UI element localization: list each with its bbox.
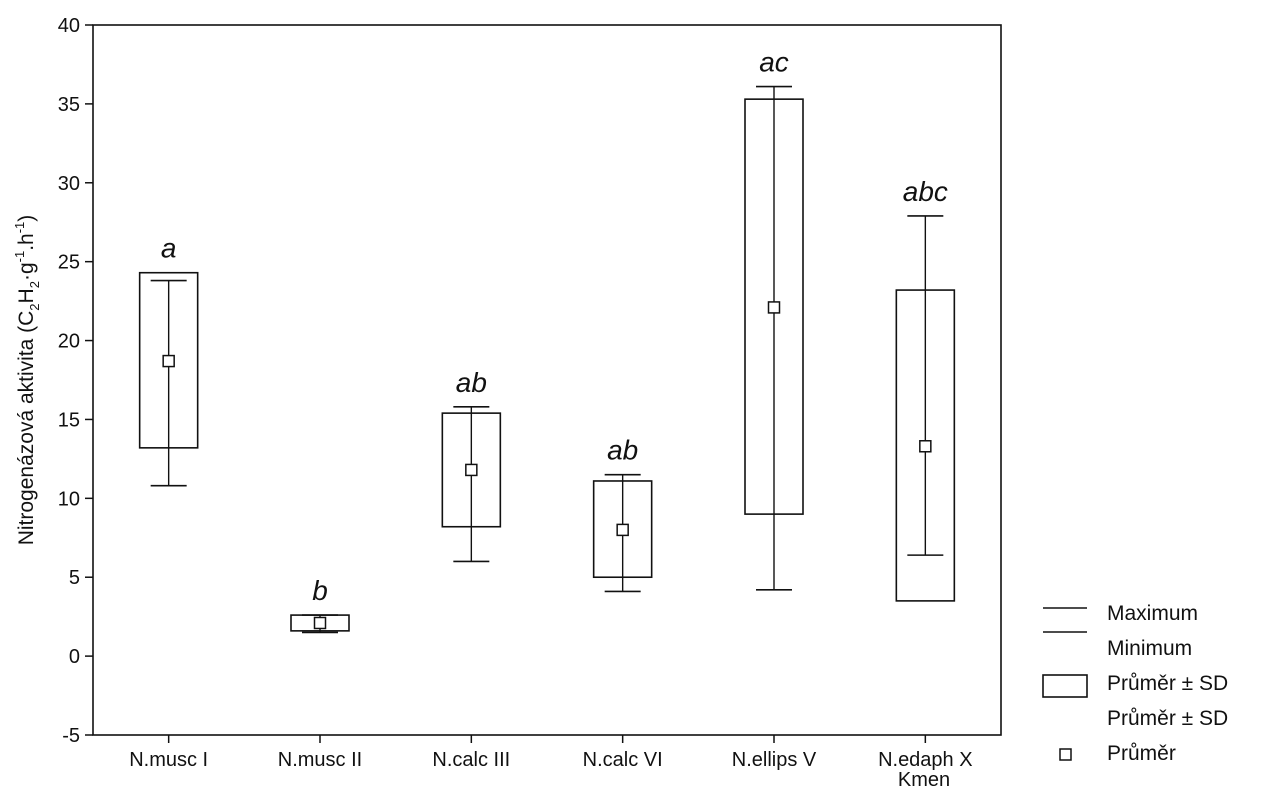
x-tick-label-1: N.musc II bbox=[278, 749, 362, 771]
y-tick-label-1: 0 bbox=[69, 646, 80, 668]
x-tick-label-5: N.edaph X bbox=[878, 749, 973, 771]
mean-marker-2 bbox=[465, 463, 478, 477]
mean-marker-4 bbox=[767, 301, 781, 314]
plot-area-frame bbox=[92, 24, 1002, 736]
mean-marker-3 bbox=[616, 523, 629, 537]
group-label-2: ab bbox=[456, 367, 487, 398]
legend-label-3: Průměr ± SD bbox=[1107, 707, 1228, 730]
y-tick-label-5: 20 bbox=[58, 331, 80, 353]
mean-marker-5 bbox=[919, 440, 932, 453]
legend-label-2: Průměr ± SD bbox=[1107, 672, 1228, 695]
y-axis-label-sup2: -1 bbox=[12, 222, 27, 234]
x-tick-label-3: N.calc VI bbox=[583, 749, 663, 771]
x-tick-label-4: N.ellips V bbox=[732, 749, 817, 771]
x-axis: N.musc I N.musc II N.calc III N.calc VI N.el… bbox=[129, 735, 973, 771]
y-tick-label-2: 5 bbox=[69, 567, 80, 589]
x-axis-label: Kmen bbox=[898, 769, 950, 791]
group-label-5: abc bbox=[903, 176, 948, 207]
y-axis-label-mid3: .h bbox=[15, 233, 38, 251]
y-axis-label-prefix: Nitrogenázová aktivita (C bbox=[15, 311, 38, 546]
x-tick-label-2: N.calc III bbox=[432, 749, 510, 771]
y-axis-label-mid1: H bbox=[15, 288, 38, 303]
group-label-1: b bbox=[312, 575, 328, 606]
legend-symbol-2 bbox=[1042, 674, 1088, 698]
y-axis-label: Nitrogenázová aktivita (C2H2·g-1.h-1) bbox=[12, 215, 42, 546]
group-label-3: ab bbox=[607, 435, 638, 466]
legend-symbol-4 bbox=[1059, 748, 1072, 761]
y-axis-label-suffix: ) bbox=[15, 215, 38, 222]
x-tick-label-0: N.musc I bbox=[129, 749, 208, 771]
y-tick-label-4: 15 bbox=[58, 409, 80, 431]
mean-marker-1 bbox=[313, 616, 327, 630]
mean-marker-0 bbox=[162, 354, 175, 368]
y-tick-label-6: 25 bbox=[58, 252, 80, 274]
y-axis-label-sup1: -1 bbox=[12, 251, 27, 263]
y-tick-label-8: 35 bbox=[58, 94, 80, 116]
y-tick-label-3: 10 bbox=[58, 488, 80, 510]
legend-label-0: Maximum bbox=[1107, 602, 1198, 625]
y-axis-label-sub2: 2 bbox=[27, 281, 42, 288]
y-axis: -5 0 5 10 15 20 25 30 35 40 bbox=[58, 15, 93, 747]
group-label-4: ac bbox=[759, 47, 789, 78]
y-axis-label-mid2: ·g bbox=[15, 262, 38, 281]
y-tick-label-0: -5 bbox=[62, 725, 80, 747]
legend: Maximum Minimum Průměr ± SD Průměr ± SD Prům… bbox=[1042, 602, 1228, 765]
y-axis-label-sub1: 2 bbox=[27, 303, 42, 310]
y-tick-label-9: 40 bbox=[58, 15, 80, 37]
group-label-0: a bbox=[161, 233, 177, 264]
y-tick-label-7: 30 bbox=[58, 173, 80, 195]
legend-label-1: Minimum bbox=[1107, 637, 1192, 660]
legend-label-4: Průměr bbox=[1107, 742, 1176, 765]
